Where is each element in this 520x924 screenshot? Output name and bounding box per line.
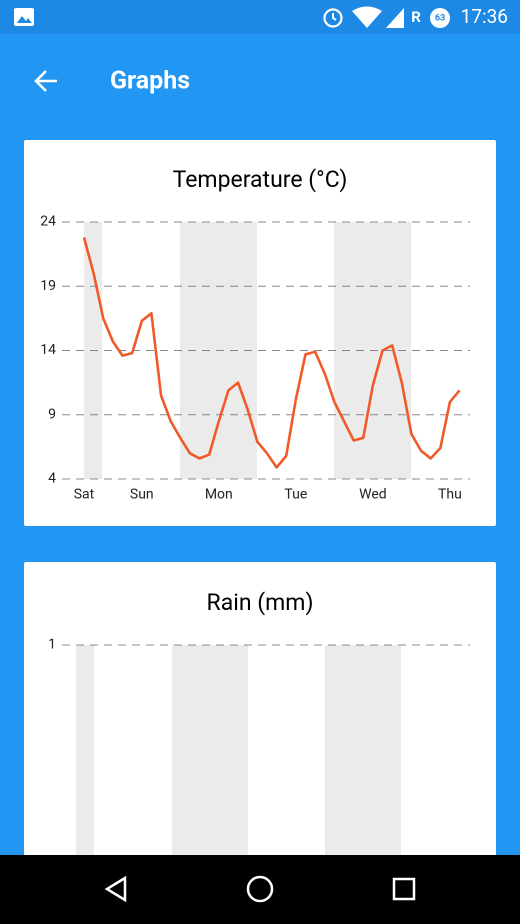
x-tick-label: Mon <box>205 487 233 503</box>
x-tick-label: Sat <box>74 487 95 503</box>
alarm-icon <box>323 8 343 28</box>
y-tick-label: 9 <box>48 406 56 422</box>
chart-title: Rain (mm) <box>207 589 314 616</box>
temperature-line <box>82 237 461 469</box>
x-tick-label: Thu <box>438 487 462 503</box>
x-tick-label: Wed <box>359 487 387 503</box>
y-tick-label: 14 <box>40 342 56 358</box>
x-tick-label: Sun <box>130 487 154 503</box>
day-shade <box>172 645 248 865</box>
y-tick-label: 4 <box>48 471 56 487</box>
y-tick-label: 19 <box>40 278 56 294</box>
y-tick-label: 24 <box>40 214 56 230</box>
signal-icon <box>386 8 404 28</box>
nav-recents[interactable] <box>392 877 416 901</box>
y-tick-label: 1 <box>48 637 56 653</box>
x-tick-label: Tue <box>284 487 307 503</box>
day-shade <box>76 645 94 865</box>
charts: Temperature (°C) 4 9 14 19 24 Sat Sun Mon Tue Wed T… <box>40 166 470 653</box>
chart-title: Temperature (°C) <box>173 166 348 193</box>
navigation-bar <box>0 855 520 924</box>
network-type: R <box>411 8 421 26</box>
back-button[interactable] <box>22 60 70 104</box>
battery-icon <box>430 8 450 28</box>
notification-icon <box>14 8 34 26</box>
day-shade <box>325 645 401 865</box>
wifi-icon <box>352 6 382 28</box>
battery-level: 63 <box>435 13 445 23</box>
clock: 17:36 <box>461 5 508 28</box>
nav-home[interactable] <box>246 875 274 903</box>
app-bar-title: Graphs <box>110 67 190 96</box>
nav-back[interactable] <box>104 875 127 903</box>
